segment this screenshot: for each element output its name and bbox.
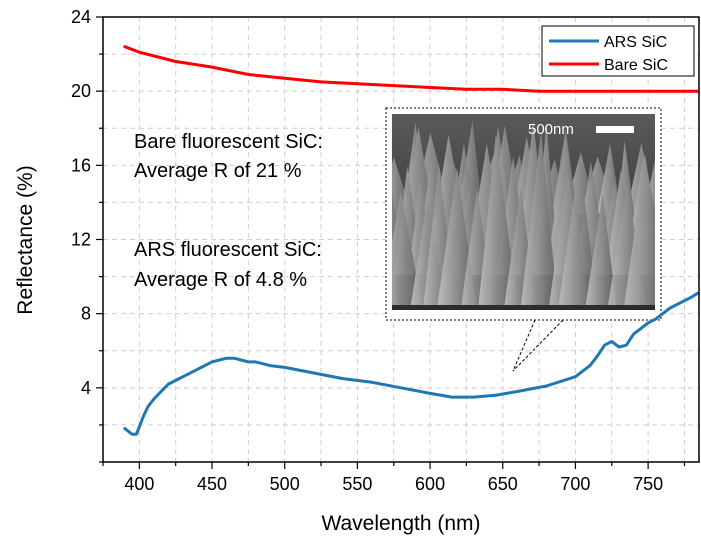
series-layer [123, 45, 699, 436]
y-axis-title: Reflectance (%) [14, 165, 37, 314]
sem-spike [585, 192, 617, 305]
annotation-bare-title: Bare fluorescent SiC: [134, 131, 323, 153]
x-tick-label: 550 [342, 474, 372, 494]
inset-pointer-left [512, 319, 536, 372]
y-tick-label: 8 [81, 304, 91, 324]
x-tick-label: 700 [560, 474, 590, 494]
sem-spike [558, 156, 598, 305]
sem-nanostructures [392, 120, 655, 305]
annotation-ars-title: ARS fluorescent SiC: [134, 239, 322, 261]
x-axis-title: Wavelength (nm) [321, 512, 480, 535]
axis-ticks: 400 450 500 550 600 650 700 750 4 8 12 16 20 24 [71, 7, 686, 494]
sem-spike [392, 191, 422, 305]
x-tick-label: 400 [124, 474, 154, 494]
scale-bar-label: 500nm [528, 121, 574, 138]
sem-spike [520, 131, 558, 305]
annotation-bare-value: Average R of 21 % [134, 160, 302, 182]
x-tick-label: 750 [633, 474, 663, 494]
x-tick-label: 450 [197, 474, 227, 494]
inset-pointer-right [512, 319, 564, 372]
y-tick-label: 4 [81, 378, 91, 398]
x-tick-label: 500 [270, 474, 300, 494]
series-line-ars-sic [123, 291, 699, 436]
y-tick-label: 20 [71, 81, 91, 101]
series-line-bare-sic [123, 45, 699, 93]
sem-inset: 500nm [385, 107, 662, 372]
scale-bar [596, 126, 634, 133]
annotation-bare: Bare fluorescent SiC: Average R of 21 % [134, 131, 323, 182]
y-tick-label: 16 [71, 155, 91, 175]
legend-box [541, 25, 695, 77]
x-tick-label: 600 [415, 474, 445, 494]
annotation-ars-value: Average R of 4.8 % [134, 269, 307, 291]
legend: ARS SiC Bare SiC [541, 25, 695, 77]
legend-label-ars: ARS SiC [604, 34, 667, 51]
sem-spike [624, 154, 655, 305]
x-tick-label: 650 [488, 474, 518, 494]
y-tick-label: 24 [71, 7, 91, 27]
legend-label-bare: Bare SiC [604, 57, 668, 74]
y-tick-label: 12 [71, 230, 91, 250]
annotation-ars: ARS fluorescent SiC: Average R of 4.8 % [134, 239, 322, 291]
sem-spike [478, 134, 518, 305]
